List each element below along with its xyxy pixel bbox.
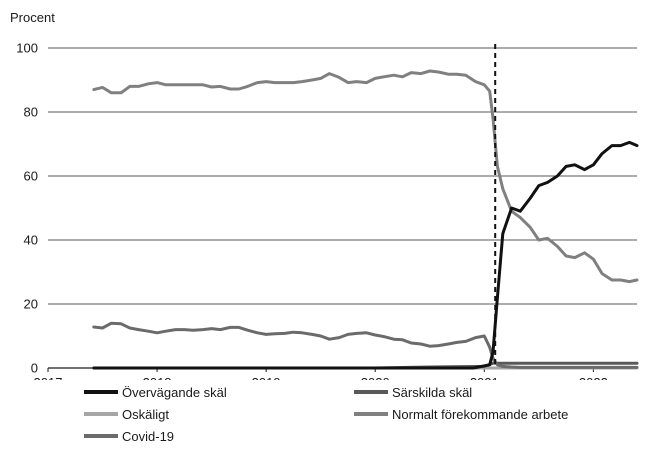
legend-swatch-normalt [354,412,388,416]
line-chart: Procent 0 20 40 60 80 100 2017 2018 2019 2020 202… [10,10,639,380]
legend-label-oskaligt: Oskäligt [122,406,169,422]
y-tick-label: 60 [24,169,38,184]
x-tick-label: 2021 [470,375,499,380]
x-tick-label: 2020 [361,375,390,380]
x-tick-label: 2022 [579,375,608,380]
x-tick-label: 2017 [34,375,63,380]
legend-label-covid: Covid-19 [122,428,175,444]
legend-item-overvagande: Övervägande skäl [84,382,227,402]
legend-swatch-sarskilda [354,390,388,394]
gridlines [47,47,637,372]
legend: Övervägande skäl Särskilda skäl Oskäligt… [84,382,624,468]
y-tick-labels: 0 20 40 60 80 100 [16,41,38,376]
legend-swatch-covid [84,434,118,438]
legend-item-oskaligt: Oskäligt [84,404,169,424]
legend-swatch-oskaligt [84,412,118,416]
legend-item-sarskilda: Särskilda skäl [354,382,472,402]
series-line-overvagande-skal [92,140,639,370]
y-axis-unit-label: Procent [10,10,55,25]
series-line-covid-19 [92,321,639,369]
legend-label-normalt: Normalt förekommande arbete [392,406,569,422]
series-line-normalt-forekommande-arbete [92,69,639,284]
x-tick-label: 2019 [252,375,281,380]
y-tick-label: 20 [24,297,38,312]
legend-item-normalt: Normalt förekommande arbete [354,404,568,424]
y-tick-label: 0 [31,361,38,376]
x-tick-labels: 2017 2018 2019 2020 2021 2022 [34,375,608,380]
legend-item-covid: Covid-19 [84,426,174,446]
y-tick-label: 80 [24,105,38,120]
y-tick-label: 100 [16,41,38,56]
y-tick-label: 40 [24,233,38,248]
series-lines [92,69,639,370]
legend-label-overvagande: Övervägande skäl [122,384,227,400]
x-tick-label: 2018 [143,375,172,380]
legend-swatch-overvagande [84,390,118,394]
legend-label-sarskilda: Särskilda skäl [392,384,473,400]
